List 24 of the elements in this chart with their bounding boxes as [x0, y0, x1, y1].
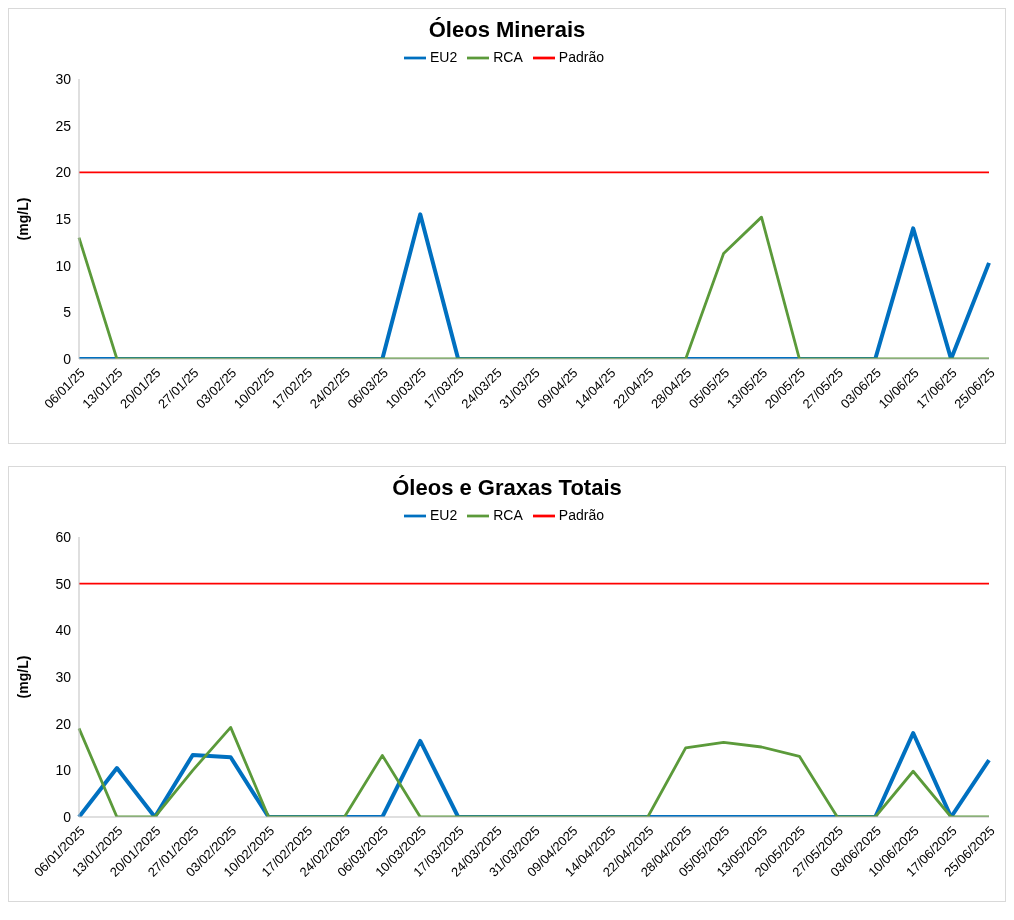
legend-label: RCA [493, 48, 523, 65]
legend-label: Padrão [558, 506, 604, 523]
y-tick-label: 0 [63, 350, 72, 367]
y-axis-title: (mg/L) [14, 655, 31, 699]
y-tick-label: 20 [55, 164, 72, 181]
y-tick-label: 60 [55, 528, 72, 545]
y-tick-label: 5 [63, 304, 72, 321]
y-tick-label: 30 [55, 70, 72, 87]
y-tick-label: 50 [55, 575, 72, 592]
y-tick-label: 10 [55, 762, 72, 779]
legend-label: EU2 [430, 506, 458, 523]
chart-title: Óleos Minerais [427, 16, 587, 43]
legend-label: EU2 [430, 48, 458, 65]
legend-label: Padrão [558, 48, 604, 65]
y-tick-label: 15 [55, 210, 72, 227]
y-tick-label: 20 [55, 715, 72, 732]
y-tick-label: 30 [55, 668, 72, 685]
legend-label: RCA [493, 506, 523, 523]
chart-title: Óleos e Graxas Totais [391, 474, 623, 501]
y-tick-label: 40 [55, 622, 72, 639]
y-tick-label: 10 [55, 257, 72, 274]
y-axis-title: (mg/L) [14, 197, 31, 241]
y-tick-label: 0 [63, 808, 72, 825]
y-tick-label: 25 [55, 117, 72, 134]
